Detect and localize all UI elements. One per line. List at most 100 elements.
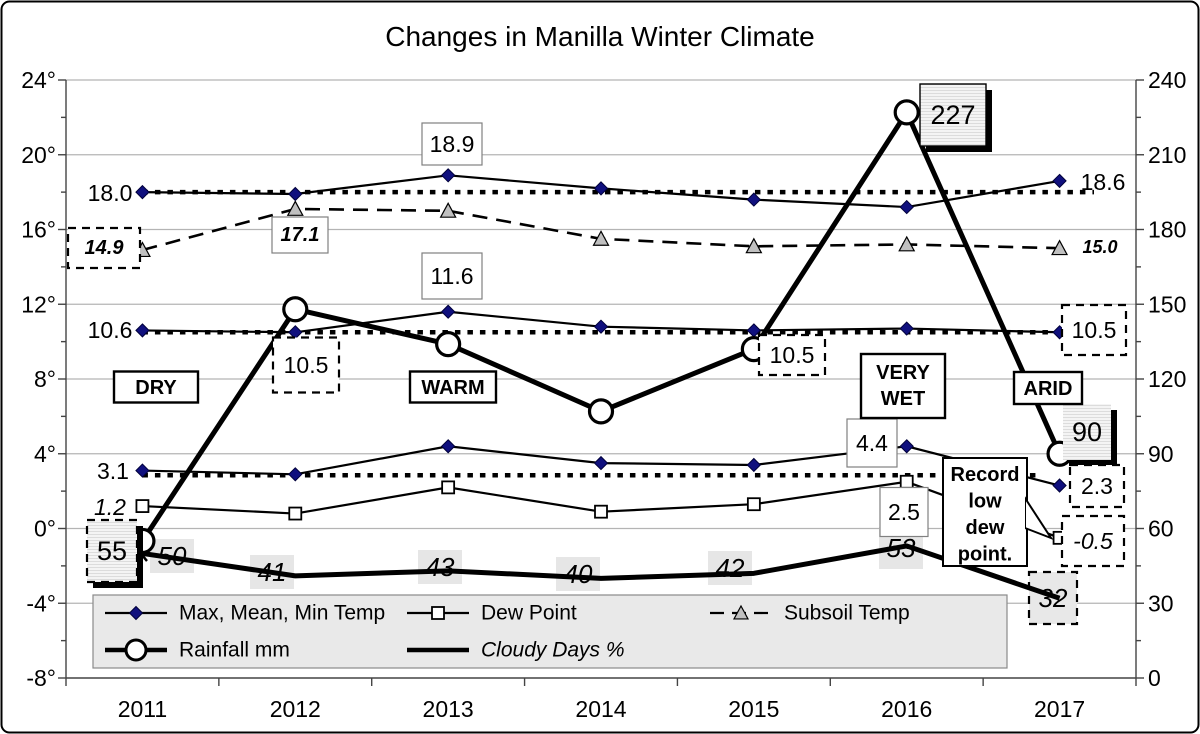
legend-item-subsoil-temp: Subsoil Temp [710, 602, 910, 625]
subsoil-point-2012 [286, 200, 304, 216]
data-label: 14.9 [85, 237, 125, 259]
data-label: 4.4 [856, 430, 888, 456]
data-label: 40 [564, 559, 593, 589]
min-temp-point-2011 [135, 463, 150, 478]
max-temp-point-2017 [1052, 173, 1067, 189]
data-label: 41 [258, 557, 287, 587]
label-box [271, 216, 329, 254]
min-temp-point-2015 [746, 457, 762, 473]
zone-labels: DRY WARM VERY WET ARID [112, 352, 1084, 420]
label-box [421, 252, 483, 300]
label-box [85, 518, 139, 584]
zone-box [1012, 370, 1084, 406]
y-right-tick-label: 60 [1148, 516, 1174, 542]
legend-triangle-icon [732, 604, 750, 620]
x-tick-label: 2015 [728, 696, 779, 722]
max-temp-point-2016 [899, 199, 914, 215]
label-dashed-box [271, 336, 341, 394]
zone-box [112, 370, 200, 404]
chart-title: Changes in Manilla Winter Climate [385, 21, 815, 52]
callout-text: point. [958, 544, 1012, 566]
x-tick-label: 2013 [423, 696, 474, 722]
data-label: 50 [158, 541, 187, 571]
max-temp-point-2014 [593, 181, 609, 196]
label-box [846, 418, 898, 468]
callout-text: Record [951, 464, 1020, 486]
zone-box [408, 370, 498, 404]
legend-square-icon [431, 606, 445, 620]
dew-point-2015 [746, 497, 761, 512]
rainfall-point-2016 [893, 99, 920, 126]
gray-label-box [418, 550, 462, 584]
legend-label: Max, Mean, Min Temp [179, 602, 385, 625]
max-temp-point-2013 [440, 168, 456, 183]
label-dashed-box [1068, 463, 1126, 509]
rainfall-point-2013 [435, 331, 462, 358]
data-label: 18.0 [88, 180, 133, 206]
data-label: 10.5 [1072, 317, 1117, 343]
data-label: 18.6 [1081, 169, 1126, 195]
data-label: 2.3 [1081, 473, 1113, 499]
label-box [919, 83, 987, 147]
y-right-tick-label: 150 [1148, 291, 1186, 317]
mean-temp-point-2014 [593, 319, 609, 334]
zone-label: VERY [876, 362, 930, 384]
label-box [879, 486, 929, 538]
min-temp-point-2014 [593, 455, 609, 471]
min-temp-point-2013 [440, 439, 456, 454]
y-right-tick-label: 30 [1148, 590, 1174, 616]
data-label: 18.9 [430, 131, 475, 157]
subsoil-point-2017 [1051, 239, 1069, 256]
label-dashed-box [1060, 303, 1128, 357]
subsoil-point-2015 [745, 237, 763, 254]
x-tick-label: 2016 [881, 696, 932, 722]
dew-point-2012 [288, 506, 303, 521]
rainfall-point-2014 [587, 398, 615, 425]
min-temp-point-2016 [899, 439, 914, 454]
data-label: 53 [887, 533, 916, 563]
rainfall-point-2012 [282, 296, 309, 323]
min-temp-point-2017 [1052, 478, 1067, 493]
subsoil-point-2016 [898, 235, 916, 252]
legend-label: Subsoil Temp [784, 602, 910, 625]
dew-point-2016 [899, 474, 914, 489]
x-tick-label: 2011 [118, 696, 167, 722]
zone-label: DRY [135, 377, 177, 399]
dew-point-2014 [594, 504, 608, 519]
data-label: 43 [426, 552, 455, 582]
data-label: 11.6 [430, 263, 473, 289]
data-label: 32 [1039, 583, 1068, 613]
y-right-tick-label: 0 [1148, 665, 1161, 691]
subsoil-point-2014 [592, 230, 610, 246]
data-label: 90 [1072, 417, 1102, 447]
data-label: 42 [716, 553, 745, 583]
y-right-tick-label: 240 [1148, 67, 1186, 93]
y-left-tick-label: -4° [26, 590, 56, 616]
label-box [1063, 404, 1111, 460]
mean-temp-point-2013 [440, 304, 456, 319]
data-label: 10.5 [770, 342, 815, 368]
gray-label-box [708, 551, 752, 585]
min-temp-point-2012 [288, 467, 303, 482]
zone-label: WET [881, 388, 925, 410]
data-label: 55 [97, 536, 127, 566]
max-temp-point-2011 [135, 184, 150, 200]
callout-box-fill [945, 460, 1025, 564]
y-right-tick-label: 210 [1148, 142, 1186, 168]
y-left-tick-label: 4° [34, 441, 56, 467]
data-label: 227 [930, 100, 975, 130]
legend-diamond-icon [128, 605, 144, 621]
legend-item-max-mean-min-temp: Max, Mean, Min Temp [105, 602, 385, 625]
label-dashed-box [757, 333, 827, 377]
data-label: 10.6 [88, 317, 133, 343]
y-left-tick-label: 0° [34, 516, 56, 542]
legend-label: Dew Point [481, 602, 577, 625]
y-right-tick-label: 120 [1148, 366, 1186, 392]
y-right-tick-label: 90 [1148, 441, 1174, 467]
zone-label: ARID [1024, 378, 1073, 400]
mean-temp-point-2016 [899, 321, 914, 336]
legend-box [92, 594, 1008, 669]
legend-label: Rainfall mm [179, 639, 290, 662]
y-left-tick-label: 8° [34, 366, 56, 392]
